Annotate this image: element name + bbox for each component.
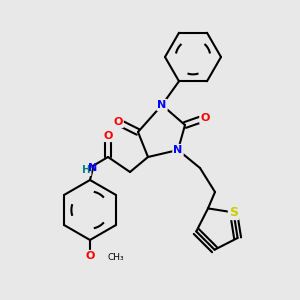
Text: O: O <box>103 131 113 141</box>
Text: O: O <box>200 113 210 123</box>
Text: N: N <box>173 145 183 155</box>
Text: CH₃: CH₃ <box>108 254 124 262</box>
Text: N: N <box>158 100 166 110</box>
Text: O: O <box>85 251 95 261</box>
Text: N: N <box>88 163 98 173</box>
Text: S: S <box>229 206 238 219</box>
Text: O: O <box>113 117 123 127</box>
Text: H: H <box>82 165 90 175</box>
